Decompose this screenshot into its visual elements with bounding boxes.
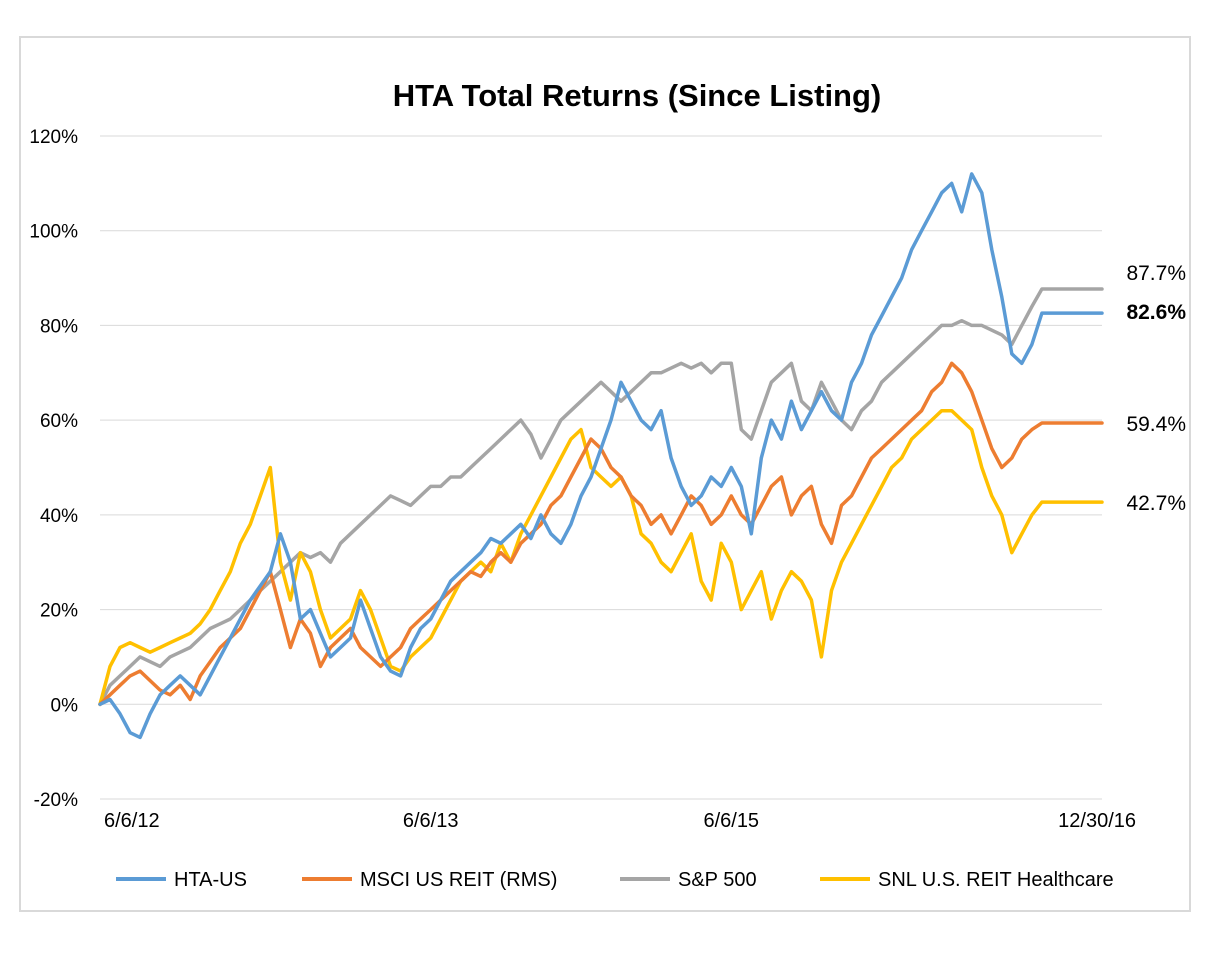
y-tick-label: 100%: [29, 222, 78, 243]
series-line-msci-us-reit-rms-: [98, 361, 1104, 707]
y-tick-label: 0%: [51, 695, 79, 716]
y-tick-label: 80%: [40, 316, 78, 337]
chart-title: HTA Total Returns (Since Listing): [393, 78, 882, 113]
end-labels: 82.6% 59.4% 87.7% 42.7%: [1126, 262, 1186, 515]
legend-label: HTA-US: [174, 869, 247, 891]
legend-label: S&P 500: [678, 869, 757, 891]
series-line-hta-us: [98, 172, 1104, 740]
end-value-label: 59.4%: [1126, 413, 1186, 436]
end-value-label: 82.6%: [1126, 301, 1186, 324]
x-tick-label: 6/6/12: [104, 810, 160, 832]
series-lines: [98, 172, 1104, 740]
gridlines: [100, 135, 1102, 800]
y-axis-ticks: 120% 100% 80% 60% 40% 20% 0% -20%: [29, 127, 78, 811]
end-value-label: 42.7%: [1126, 492, 1186, 515]
y-tick-label: 60%: [40, 411, 78, 432]
legend-label: SNL U.S. REIT Healthcare: [878, 869, 1114, 891]
series-line-snl-u-s-reit-healthcare: [98, 408, 1104, 707]
x-tick-label: 6/6/13: [403, 810, 459, 832]
chart-frame: [19, 36, 1191, 912]
end-value-label: 87.7%: [1126, 262, 1186, 285]
y-tick-label: 120%: [29, 127, 78, 148]
legend: HTA-US MSCI US REIT (RMS) S&P 500 SNL U.S. …: [116, 869, 1114, 891]
x-tick-label: 12/30/16: [1058, 810, 1136, 832]
x-tick-label: 6/6/15: [703, 810, 759, 832]
legend-label: MSCI US REIT (RMS): [360, 869, 557, 891]
y-tick-label: 20%: [40, 601, 78, 622]
x-axis-ticks: 6/6/12 6/6/13 6/6/15 12/30/16: [104, 810, 1136, 832]
series-line-s-p-500: [98, 287, 1104, 707]
y-tick-label: 40%: [40, 506, 78, 527]
y-tick-label: -20%: [34, 790, 78, 811]
